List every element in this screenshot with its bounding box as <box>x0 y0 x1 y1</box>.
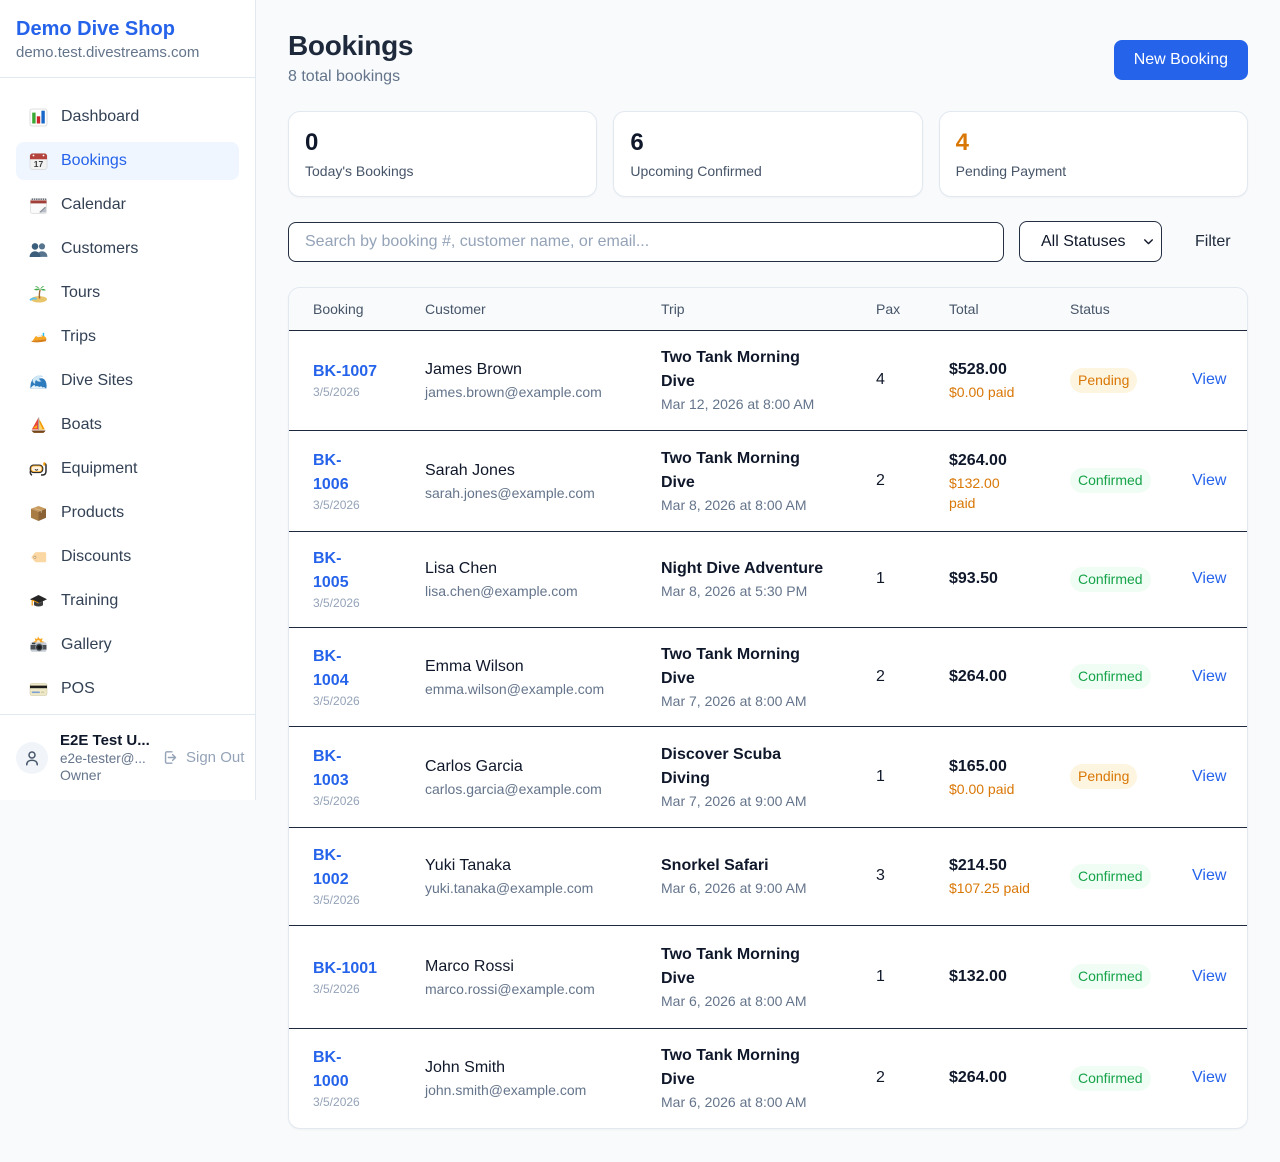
svg-text:17: 17 <box>34 159 44 169</box>
